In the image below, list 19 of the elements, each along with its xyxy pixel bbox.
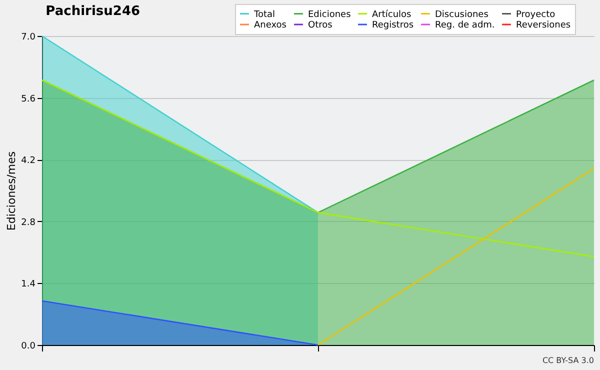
text: CC BY-SA 3.0 — [542, 356, 594, 365]
legend-label: Anexos — [254, 20, 287, 30]
y-tick-label: 5.6 — [21, 94, 36, 104]
legend-label: Total — [253, 10, 276, 20]
y-tick-label: 2.8 — [21, 218, 36, 228]
y-tick-label: 1.4 — [21, 280, 36, 290]
y-axis-title: Ediciones/mes — [5, 151, 18, 231]
legend-label: Registros — [372, 20, 414, 30]
legend-label: Reg. de adm. — [435, 20, 495, 30]
y-tick-label: 7.0 — [21, 32, 36, 42]
chart-title: Pachirisu246 — [46, 4, 140, 19]
legend-label: Artículos — [372, 8, 412, 20]
legend-label: Discusiones — [435, 10, 489, 20]
legend-label: Ediciones — [308, 10, 352, 20]
legend-label: Proyecto — [516, 10, 556, 20]
legend-label: Reversiones — [516, 20, 571, 30]
y-tick-label: 4.2 — [21, 156, 36, 166]
y-tick-label: 0.0 — [21, 342, 36, 352]
legend-label: Otros — [308, 20, 333, 30]
